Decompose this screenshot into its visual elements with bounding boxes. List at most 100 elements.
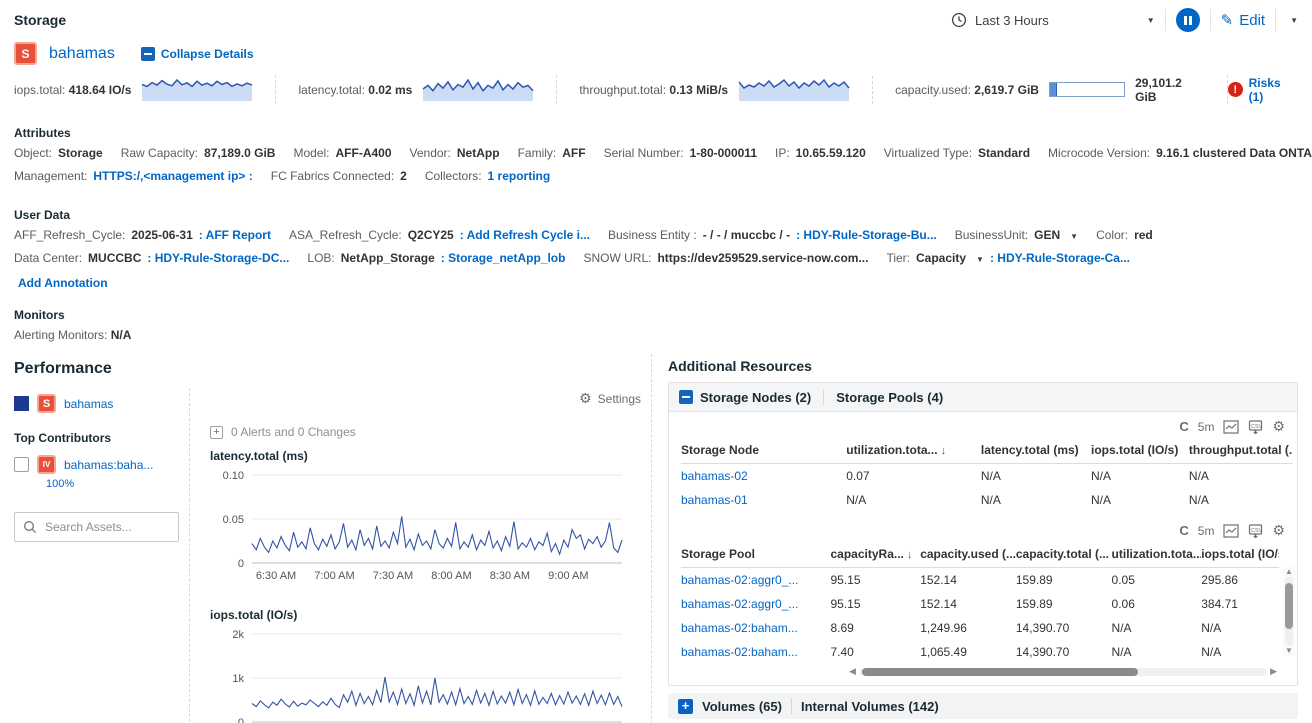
monitors-section: Monitors Alerting Monitors: N/A [0,296,1312,346]
search-assets-input[interactable] [45,520,160,534]
field-link[interactable]: : Add Refresh Cycle i... [459,228,590,242]
chart-view-icon[interactable] [1223,419,1240,434]
legend-item-bahamas[interactable]: S bahamas [14,394,179,413]
column-header[interactable]: throughput.total (... [1188,437,1293,464]
add-annotation-link[interactable]: Add Annotation [18,276,108,290]
scrollbar-thumb[interactable] [861,667,1139,676]
column-header[interactable]: Storage Pool [681,541,831,568]
field-link[interactable]: : Storage_netApp_lob [440,251,566,265]
export-csv-icon[interactable]: CSV [1248,523,1263,538]
storage-nodes-table-wrap: Storage Node utilization.tota... ↓ latency… [669,437,1297,512]
table-settings-icon[interactable]: ⚙ [1272,522,1285,538]
expand-plus-icon[interactable]: + [678,698,693,714]
column-header[interactable]: iops.total (IO/s) [1201,541,1279,568]
contributor-link[interactable]: bahamas:baha... [64,457,154,472]
divider [1209,9,1211,31]
chart-view-icon[interactable] [1223,523,1240,538]
table-settings-icon[interactable]: ⚙ [1272,418,1285,434]
field-label: LOB: [307,251,335,265]
field-value: 87,189.0 GiB [204,146,276,160]
svg-text:8:30 AM: 8:30 AM [490,570,530,582]
asset-link[interactable]: bahamas-02:aggr0_... [681,597,799,611]
card-tabs: Storage Nodes (2) Storage Pools (4) [669,383,1297,412]
vertical-scrollbar[interactable]: ▲ ▼ [1283,567,1295,656]
field-link[interactable]: HTTPS:/,<management ip> : [93,169,253,183]
asset-name-link[interactable]: bahamas [49,44,115,62]
time-range-selector[interactable]: Last 3 Hours ▼ [951,12,1155,28]
asset-link[interactable]: bahamas-02:baham... [681,621,798,635]
value-cell: N/A [980,469,1001,483]
resource-accordion[interactable]: + Volumes (65) Internal Volumes (142) [668,693,1298,719]
sort-descending-icon[interactable]: ↓ [937,445,947,457]
collapse-details-button[interactable]: Collapse Details [140,46,254,61]
scroll-down-icon[interactable]: ▼ [1285,646,1293,655]
field-link[interactable]: : HDY-Rule-Storage-Bu... [796,228,937,242]
field-link[interactable]: : HDY-Rule-Storage-Ca... [989,251,1130,265]
value-cell: N/A [980,493,1001,507]
edit-button[interactable]: ✎ Edit [1221,11,1265,30]
scrollbar-track[interactable] [859,667,1267,676]
sort-descending-icon[interactable]: ↓ [903,549,913,561]
column-header[interactable]: capacityRa... ↓ [830,541,921,568]
asset-link[interactable]: bahamas-02:baham... [681,645,798,659]
column-header[interactable]: latency.total (ms) [980,437,1092,464]
more-actions-caret-icon[interactable]: ▼ [1290,15,1298,25]
metrics-strip: iops.total: 418.64 IO/s latency.total: 0… [0,71,1312,114]
column-header[interactable]: capacity.total (... [1015,541,1112,568]
field-link[interactable]: 1 reporting [487,169,551,183]
scrollbar-thumb[interactable] [1285,583,1293,629]
asset-link[interactable]: bahamas-02:aggr0_... [681,573,799,587]
svg-text:CSV: CSV [1251,424,1263,430]
column-header[interactable]: Storage Node [681,437,847,464]
asset-link[interactable]: bahamas-02 [681,469,748,483]
chart-title: latency.total (ms) [210,449,308,463]
svg-text:0: 0 [238,717,244,723]
value-cell: 8.69 [830,621,854,635]
horizontal-scrollbar[interactable]: ◀ ▶ [849,666,1277,677]
search-assets-box[interactable] [14,512,179,542]
performance-charts: ⚙ Settings + 0 Alerts and 0 Changes late… [190,388,651,723]
contributor-checkbox[interactable] [14,457,29,472]
tab-storage-nodes[interactable]: Storage Nodes (2) [679,390,811,405]
column-header[interactable]: iops.total (IO/s) [1091,437,1189,464]
alerts-changes-toggle[interactable]: + 0 Alerts and 0 Changes [210,425,641,439]
storage-nodes-table: Storage Node utilization.tota... ↓ latency… [681,437,1293,512]
latency-chart: latency.total (ms) 0.10 0.05 0 6:30 AM 7:00 A… [208,449,641,598]
column-header[interactable]: capacity.used (... [920,541,1016,568]
legend-asset-link[interactable]: bahamas [64,396,114,411]
metric-label: latency.total: [298,82,365,97]
risks-button[interactable]: ! Risks (1) [1227,76,1298,104]
svg-text:0: 0 [238,558,244,570]
field-label: Microcode Version: [1048,146,1151,160]
dropdown-caret-icon[interactable]: ▼ [976,255,984,264]
column-header[interactable]: utilization.tota... ↓ [846,437,981,464]
scrollbar-track[interactable] [1285,577,1293,646]
chart-settings-button[interactable]: ⚙ Settings [208,390,641,407]
scroll-right-icon[interactable]: ▶ [1270,666,1277,676]
field-link[interactable]: : HDY-Rule-Storage-DC... [147,251,290,265]
metric-label: throughput.total: [579,82,667,97]
additional-resources-heading: Additional Resources [668,358,812,374]
field-pair: Management: HTTPS:/,<management ip> : [14,169,253,183]
field-pair: Data Center: MUCCBC: HDY-Rule-Storage-DC.… [14,251,289,265]
tab-storage-pools[interactable]: Storage Pools (4) [836,390,943,405]
tab-label: Storage Pools (4) [836,389,944,405]
time-range-caret-icon[interactable]: ▼ [1146,15,1155,25]
row-name-cell: bahamas-02 [681,464,846,489]
column-header[interactable]: utilization.tota... [1111,541,1202,568]
scroll-left-icon[interactable]: ◀ [849,666,856,676]
accordion-label[interactable]: Volumes (65) [702,698,782,714]
attributes-row: Management: HTTPS:/,<management ip> : FC F… [14,169,1298,183]
pause-icon [1183,15,1187,25]
asset-link[interactable]: bahamas-01 [681,493,748,507]
export-csv-icon[interactable]: CSV [1248,419,1263,434]
field-value: - / - / muccbc / - [702,228,791,242]
refresh-icon[interactable]: C [1179,523,1189,538]
pause-button[interactable] [1175,8,1200,32]
dropdown-caret-icon[interactable]: ▼ [1070,232,1079,241]
field-link[interactable]: : AFF Report [198,228,271,242]
scroll-up-icon[interactable]: ▲ [1285,567,1293,576]
accordion-label[interactable]: Internal Volumes (142) [800,698,939,714]
value-cell: N/A [1188,469,1209,483]
refresh-icon[interactable]: C [1179,419,1189,434]
